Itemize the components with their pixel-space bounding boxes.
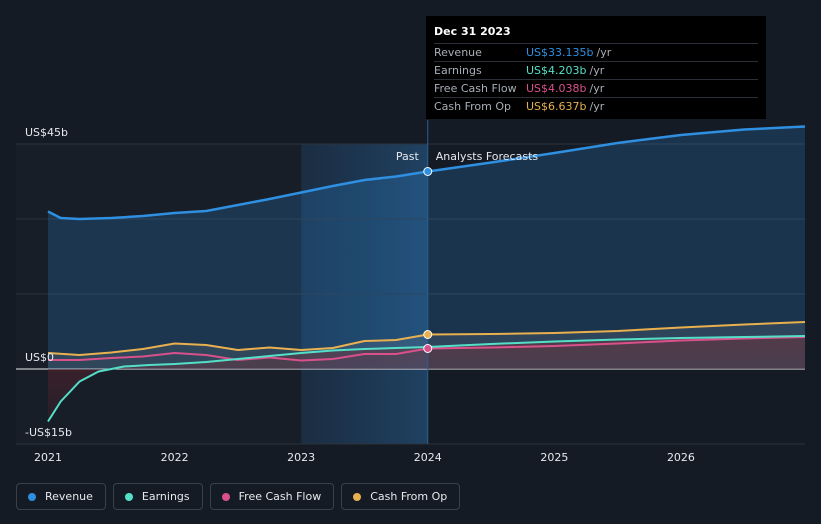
- tooltip-row-value: US$6.637b: [526, 100, 587, 113]
- earnings-line: [47, 335, 806, 423]
- free-cash-flow-line: [48, 336, 806, 362]
- legend: Revenue Earnings Free Cash Flow Cash Fro…: [16, 483, 461, 510]
- legend-label: Revenue: [45, 490, 93, 503]
- tooltip-row-free-cash-flow: Free Cash Flow US$4.038b /yr: [434, 79, 758, 97]
- legend-dot-icon: [124, 492, 133, 501]
- legend-dot-icon: [221, 492, 230, 501]
- revenue-marker[interactable]: [423, 167, 433, 176]
- revenue-line: [47, 125, 806, 221]
- legend-item-earnings[interactable]: Earnings: [112, 483, 203, 510]
- tooltip-row-cash-from-op: Cash From Op US$6.637b /yr: [434, 97, 758, 115]
- forecast-label: Analysts Forecasts: [436, 150, 539, 163]
- tooltip-row-value: US$4.203b: [526, 64, 587, 77]
- x-axis-ticks: 2021 2022 2023 2024 2025 2026: [34, 451, 695, 464]
- tooltip-row-unit: /yr: [589, 100, 605, 113]
- tooltip-row-value: US$4.038b: [526, 82, 587, 95]
- legend-label: Cash From Op: [370, 490, 448, 503]
- past-label: Past: [396, 150, 420, 163]
- earnings-area: [48, 336, 805, 422]
- tooltip-row-label: Revenue: [434, 46, 482, 59]
- free-cash-flow-marker[interactable]: [423, 344, 433, 353]
- legend-item-cash-from-op[interactable]: Cash From Op: [341, 483, 461, 510]
- y-axis-ticks: US$45b US$0 -US$15b: [25, 126, 72, 439]
- tooltip-row-unit: /yr: [596, 46, 612, 59]
- revenue-area: [48, 126, 805, 369]
- tooltip-row-earnings: Earnings US$4.203b /yr: [434, 61, 758, 79]
- series-lines: [47, 125, 806, 423]
- legend-dot-icon: [28, 492, 36, 501]
- tooltip-row-label: Free Cash Flow: [434, 82, 517, 95]
- legend-label: Earnings: [141, 490, 190, 503]
- tooltip-row-label: Cash From Op: [434, 100, 512, 113]
- x-tick-label: 2024: [414, 451, 442, 464]
- legend-item-free-cash-flow[interactable]: Free Cash Flow: [209, 483, 335, 510]
- cash-from-op-marker[interactable]: [423, 330, 433, 339]
- y-tick-label: US$0: [25, 351, 54, 364]
- tooltip-row-value: US$33.135b: [526, 46, 594, 59]
- x-tick-label: 2026: [667, 451, 695, 464]
- x-tick-label: 2025: [540, 451, 568, 464]
- legend-item-revenue[interactable]: Revenue: [16, 483, 106, 510]
- series-markers: [423, 167, 433, 353]
- tooltip-row-unit: /yr: [589, 82, 605, 95]
- legend-label: Free Cash Flow: [238, 490, 322, 503]
- tooltip-row-revenue: Revenue US$33.135b /yr: [434, 43, 758, 61]
- x-tick-label: 2021: [34, 451, 62, 464]
- tooltip-date: Dec 31 2023: [434, 25, 511, 38]
- cash-from-op-line: [47, 321, 806, 356]
- y-tick-label: -US$15b: [25, 426, 72, 439]
- tooltip-row-unit: /yr: [589, 64, 605, 77]
- x-tick-label: 2022: [161, 451, 189, 464]
- tooltip: Dec 31 2023 Revenue US$33.135b /yr Earni…: [426, 16, 766, 119]
- legend-dot-icon: [353, 492, 362, 501]
- tooltip-row-label: Earnings: [434, 64, 482, 77]
- y-tick-label: US$45b: [25, 126, 68, 139]
- x-tick-label: 2023: [287, 451, 315, 464]
